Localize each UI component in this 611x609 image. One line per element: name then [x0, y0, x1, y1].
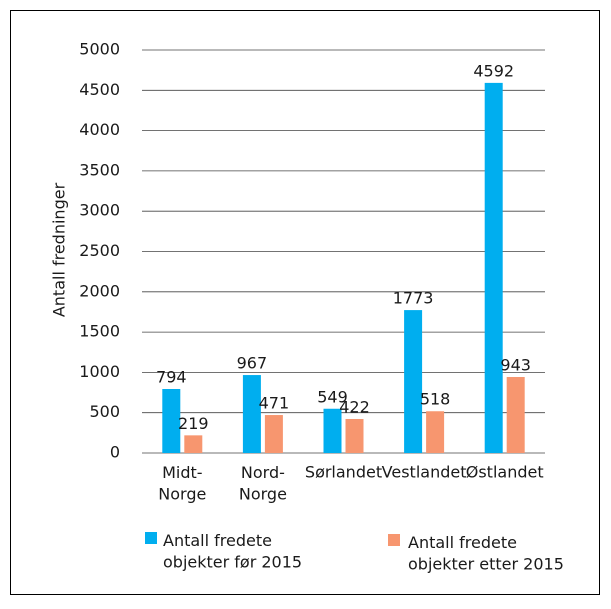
y-tick-label: 5000: [79, 40, 120, 59]
y-tick-label: 0: [110, 443, 120, 462]
y-tick-label: 2000: [79, 281, 120, 300]
data-label: 794: [156, 368, 187, 387]
y-tick-label: 2500: [79, 241, 120, 260]
bar: [506, 376, 525, 453]
data-label: 549: [317, 387, 348, 406]
legend-swatch: [145, 532, 157, 544]
y-tick-label: 500: [89, 402, 120, 421]
bar: [426, 411, 445, 453]
bar: [184, 435, 203, 453]
x-tick-label: Vestlandet: [382, 463, 467, 482]
data-label: 219: [178, 414, 209, 433]
bar: [323, 408, 342, 453]
y-tick-label: 4500: [79, 80, 120, 99]
x-tick-label: Nord-Norge: [239, 463, 287, 504]
x-tick-label: Østlandet: [466, 463, 544, 482]
bar: [484, 82, 503, 453]
legend-swatch: [388, 534, 400, 546]
data-label: 1773: [393, 289, 434, 308]
bar: [264, 415, 283, 453]
data-label: 4592: [473, 61, 514, 80]
bar: [162, 389, 181, 453]
bar: [345, 418, 364, 453]
x-tick-label: Midt-Norge: [158, 463, 206, 504]
legend-label: Antall fredete objekter før 2015: [163, 531, 302, 572]
x-tick-label: Sørlandet: [305, 463, 382, 482]
data-label: 518: [420, 390, 451, 409]
y-tick-label: 1500: [79, 322, 120, 341]
data-label: 471: [259, 394, 290, 413]
bar: [242, 375, 261, 453]
y-axis-title: Antall fredninger: [50, 182, 69, 317]
bar: [404, 310, 423, 453]
data-label: 422: [339, 397, 370, 416]
data-label: 967: [237, 354, 268, 373]
data-label: 943: [500, 355, 531, 374]
legend-label: Antall fredete objekter etter 2015: [408, 533, 564, 574]
y-tick-label: 3000: [79, 201, 120, 220]
y-tick-label: 3500: [79, 160, 120, 179]
y-tick-label: 1000: [79, 362, 120, 381]
y-tick-label: 4000: [79, 120, 120, 139]
